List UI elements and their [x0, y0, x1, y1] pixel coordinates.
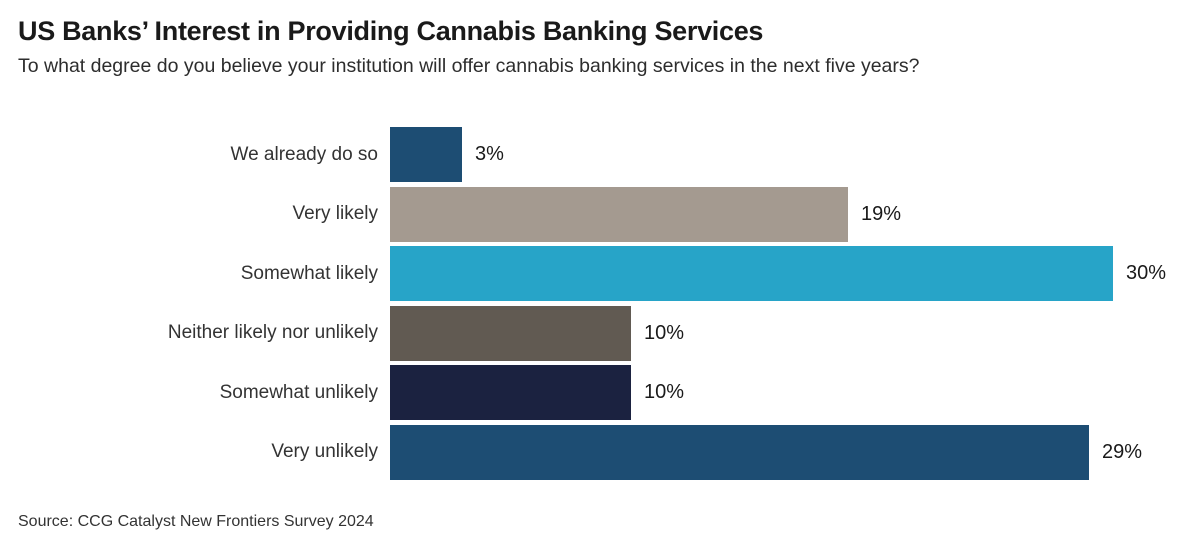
source-note: Source: CCG Catalyst New Frontiers Surve…	[18, 512, 374, 530]
bar	[390, 305, 631, 361]
category-label: Neither likely nor unlikely	[167, 322, 378, 343]
value-label: 19%	[861, 202, 902, 225]
bar-area: 3%	[390, 127, 1182, 182]
bar	[390, 365, 631, 420]
bar-chart: We already do so 3% Very likely 19% Somewhat…	[18, 127, 1182, 480]
chart-subtitle: To what degree do you believe your insti…	[18, 55, 920, 77]
category-label: Very unlikely	[271, 441, 378, 462]
bar-area: 19%	[390, 186, 1182, 242]
value-label: 3%	[475, 143, 504, 165]
chart-row: Very likely 19%	[18, 186, 1182, 242]
category-label: Somewhat unlikely	[219, 381, 378, 403]
chart-row: Very unlikely 29%	[18, 424, 1182, 480]
bar-area: 30%	[390, 246, 1182, 301]
chart-title: US Banks’ Interest in Providing Cannabis…	[18, 16, 764, 46]
category-label: Very likely	[292, 203, 378, 224]
bar-area: 10%	[390, 305, 1182, 361]
category-label: Somewhat likely	[240, 262, 378, 284]
chart-row: Neither likely nor unlikely 10%	[18, 305, 1182, 361]
category-label: We already do so	[230, 143, 378, 165]
value-label: 29%	[1102, 440, 1143, 463]
chart-row: Somewhat likely 30%	[18, 246, 1182, 301]
bar	[390, 186, 848, 242]
value-label: 10%	[644, 321, 685, 344]
bar-area: 29%	[390, 424, 1182, 480]
bar-area: 10%	[390, 365, 1182, 420]
value-label: 30%	[1126, 262, 1167, 284]
chart-row: We already do so 3%	[18, 127, 1182, 182]
bar	[390, 127, 462, 182]
value-label: 10%	[644, 381, 685, 403]
bar	[390, 424, 1089, 480]
chart-row: Somewhat unlikely 10%	[18, 365, 1182, 420]
bar	[390, 246, 1113, 301]
